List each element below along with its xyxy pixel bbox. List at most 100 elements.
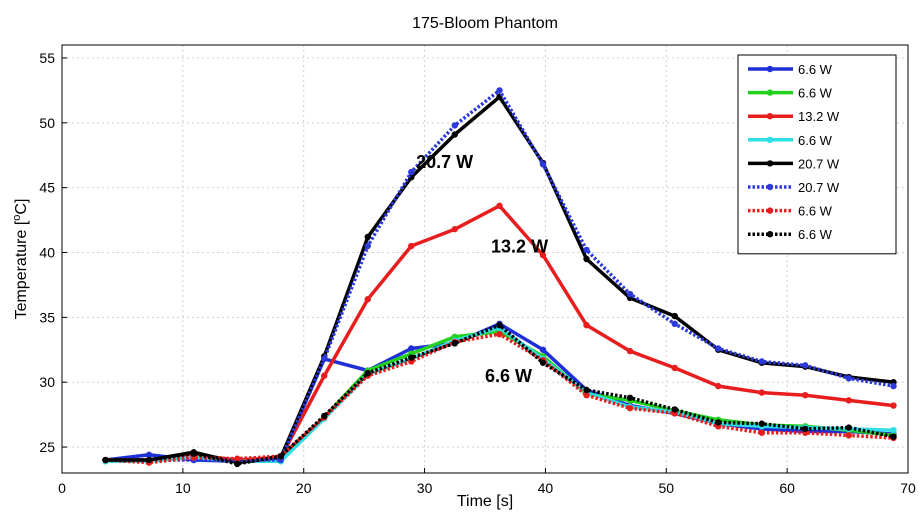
x-tick-label: 70 xyxy=(900,480,916,496)
data-point xyxy=(845,424,852,431)
legend-label: 6.6 W xyxy=(798,133,833,148)
data-point xyxy=(321,355,328,363)
data-point xyxy=(102,456,109,464)
data-point xyxy=(583,386,590,394)
data-point xyxy=(496,202,503,210)
data-point xyxy=(408,242,415,250)
y-axis-title: Temperature [oC] xyxy=(11,199,30,320)
legend-item: 13.2 W xyxy=(748,109,840,124)
y-tick-label: 25 xyxy=(39,439,55,455)
x-tick-label: 30 xyxy=(417,480,433,496)
data-point xyxy=(758,420,765,427)
data-point xyxy=(496,331,503,338)
legend-marker xyxy=(766,231,774,238)
y-tick-label: 55 xyxy=(39,50,55,66)
chart-title: 175-Bloom Phantom xyxy=(412,15,558,32)
data-point xyxy=(671,320,678,328)
data-point xyxy=(626,404,634,412)
data-point xyxy=(496,321,503,329)
x-axis-title: Time [s] xyxy=(457,493,513,510)
data-point xyxy=(890,402,897,409)
data-point xyxy=(802,425,809,433)
y-axis-title-end: C] xyxy=(13,199,30,215)
x-tick-label: 10 xyxy=(175,480,191,496)
data-point xyxy=(496,87,503,94)
legend-item: 6.6 W xyxy=(748,227,833,242)
legend-item: 20.7 W xyxy=(748,156,840,171)
annotations: 20.7 W 13.2 W 6.6 W xyxy=(416,152,548,386)
legend-item: 6.6 W xyxy=(748,62,833,77)
data-point xyxy=(539,359,547,366)
legend-label: 6.6 W xyxy=(798,204,833,219)
y-tick-label: 50 xyxy=(39,115,55,131)
data-point xyxy=(626,394,634,401)
x-tick-label: 20 xyxy=(296,480,312,496)
legend-label: 13.2 W xyxy=(798,109,840,124)
data-point xyxy=(671,312,678,320)
series-group xyxy=(102,87,897,468)
data-point xyxy=(321,412,328,420)
legend-item: 6.6 W xyxy=(748,86,833,101)
data-point xyxy=(451,225,458,233)
data-point xyxy=(364,296,371,303)
data-point xyxy=(451,131,458,138)
data-point xyxy=(408,354,415,361)
y-tick-label: 30 xyxy=(39,374,55,390)
annotation-label: 6.6 W xyxy=(485,366,532,386)
data-point xyxy=(364,242,371,250)
data-point xyxy=(451,340,458,347)
data-point xyxy=(715,345,722,352)
annotation-label: 13.2 W xyxy=(491,237,548,257)
data-point xyxy=(583,246,590,254)
data-point xyxy=(890,433,897,440)
legend-box xyxy=(737,54,897,255)
data-point xyxy=(890,427,897,434)
series-7 xyxy=(102,321,897,468)
legend-marker xyxy=(766,136,774,143)
data-point xyxy=(626,290,634,298)
legend-marker xyxy=(766,89,774,96)
legend-marker xyxy=(766,160,774,167)
y-axis-title-main: Temperature [ xyxy=(13,220,30,319)
legend-item: 6.6 W xyxy=(748,133,833,148)
data-point xyxy=(715,382,722,390)
data-point xyxy=(845,397,852,404)
legend-label: 6.6 W xyxy=(798,62,833,77)
data-point xyxy=(758,389,765,396)
x-tick-label: 60 xyxy=(779,480,795,496)
data-point xyxy=(671,406,678,413)
legend: 6.6 W 6.6 W 13.2 W 6.6 W 20.7 W 20.7 W 6.6 W 6.… xyxy=(737,54,897,255)
x-tick-label: 0 xyxy=(58,480,66,496)
data-point xyxy=(321,372,328,379)
data-point xyxy=(234,460,241,468)
legend-label: 6.6 W xyxy=(798,86,833,101)
x-tick-label: 40 xyxy=(538,480,554,496)
x-tick-label: 50 xyxy=(658,480,674,496)
data-point xyxy=(583,321,590,329)
legend-label: 20.7 W xyxy=(798,156,840,171)
data-point xyxy=(845,375,852,382)
data-point xyxy=(758,429,765,436)
data-point xyxy=(539,251,547,259)
data-point xyxy=(758,358,765,365)
legend-item: 6.6 W xyxy=(748,204,833,219)
data-point xyxy=(145,451,153,459)
data-point xyxy=(539,161,547,168)
legend-label: 20.7 W xyxy=(798,180,840,195)
y-axis-title-sup: o xyxy=(11,215,23,221)
data-point xyxy=(408,345,415,352)
data-point xyxy=(408,168,415,176)
y-tick-label: 35 xyxy=(39,309,55,325)
data-point xyxy=(715,419,722,426)
data-point xyxy=(583,255,590,263)
data-point xyxy=(671,364,678,372)
legend-item: 20.7 W xyxy=(748,180,840,195)
data-point xyxy=(364,233,371,241)
data-point xyxy=(277,452,284,460)
plot-area xyxy=(61,44,909,474)
axis-ticks: 0 10 20 30 40 50 60 70 25 30 35 40 45 50 55 xyxy=(39,50,916,496)
data-point xyxy=(802,362,809,369)
data-point xyxy=(190,450,197,457)
y-tick-label: 45 xyxy=(39,180,55,196)
